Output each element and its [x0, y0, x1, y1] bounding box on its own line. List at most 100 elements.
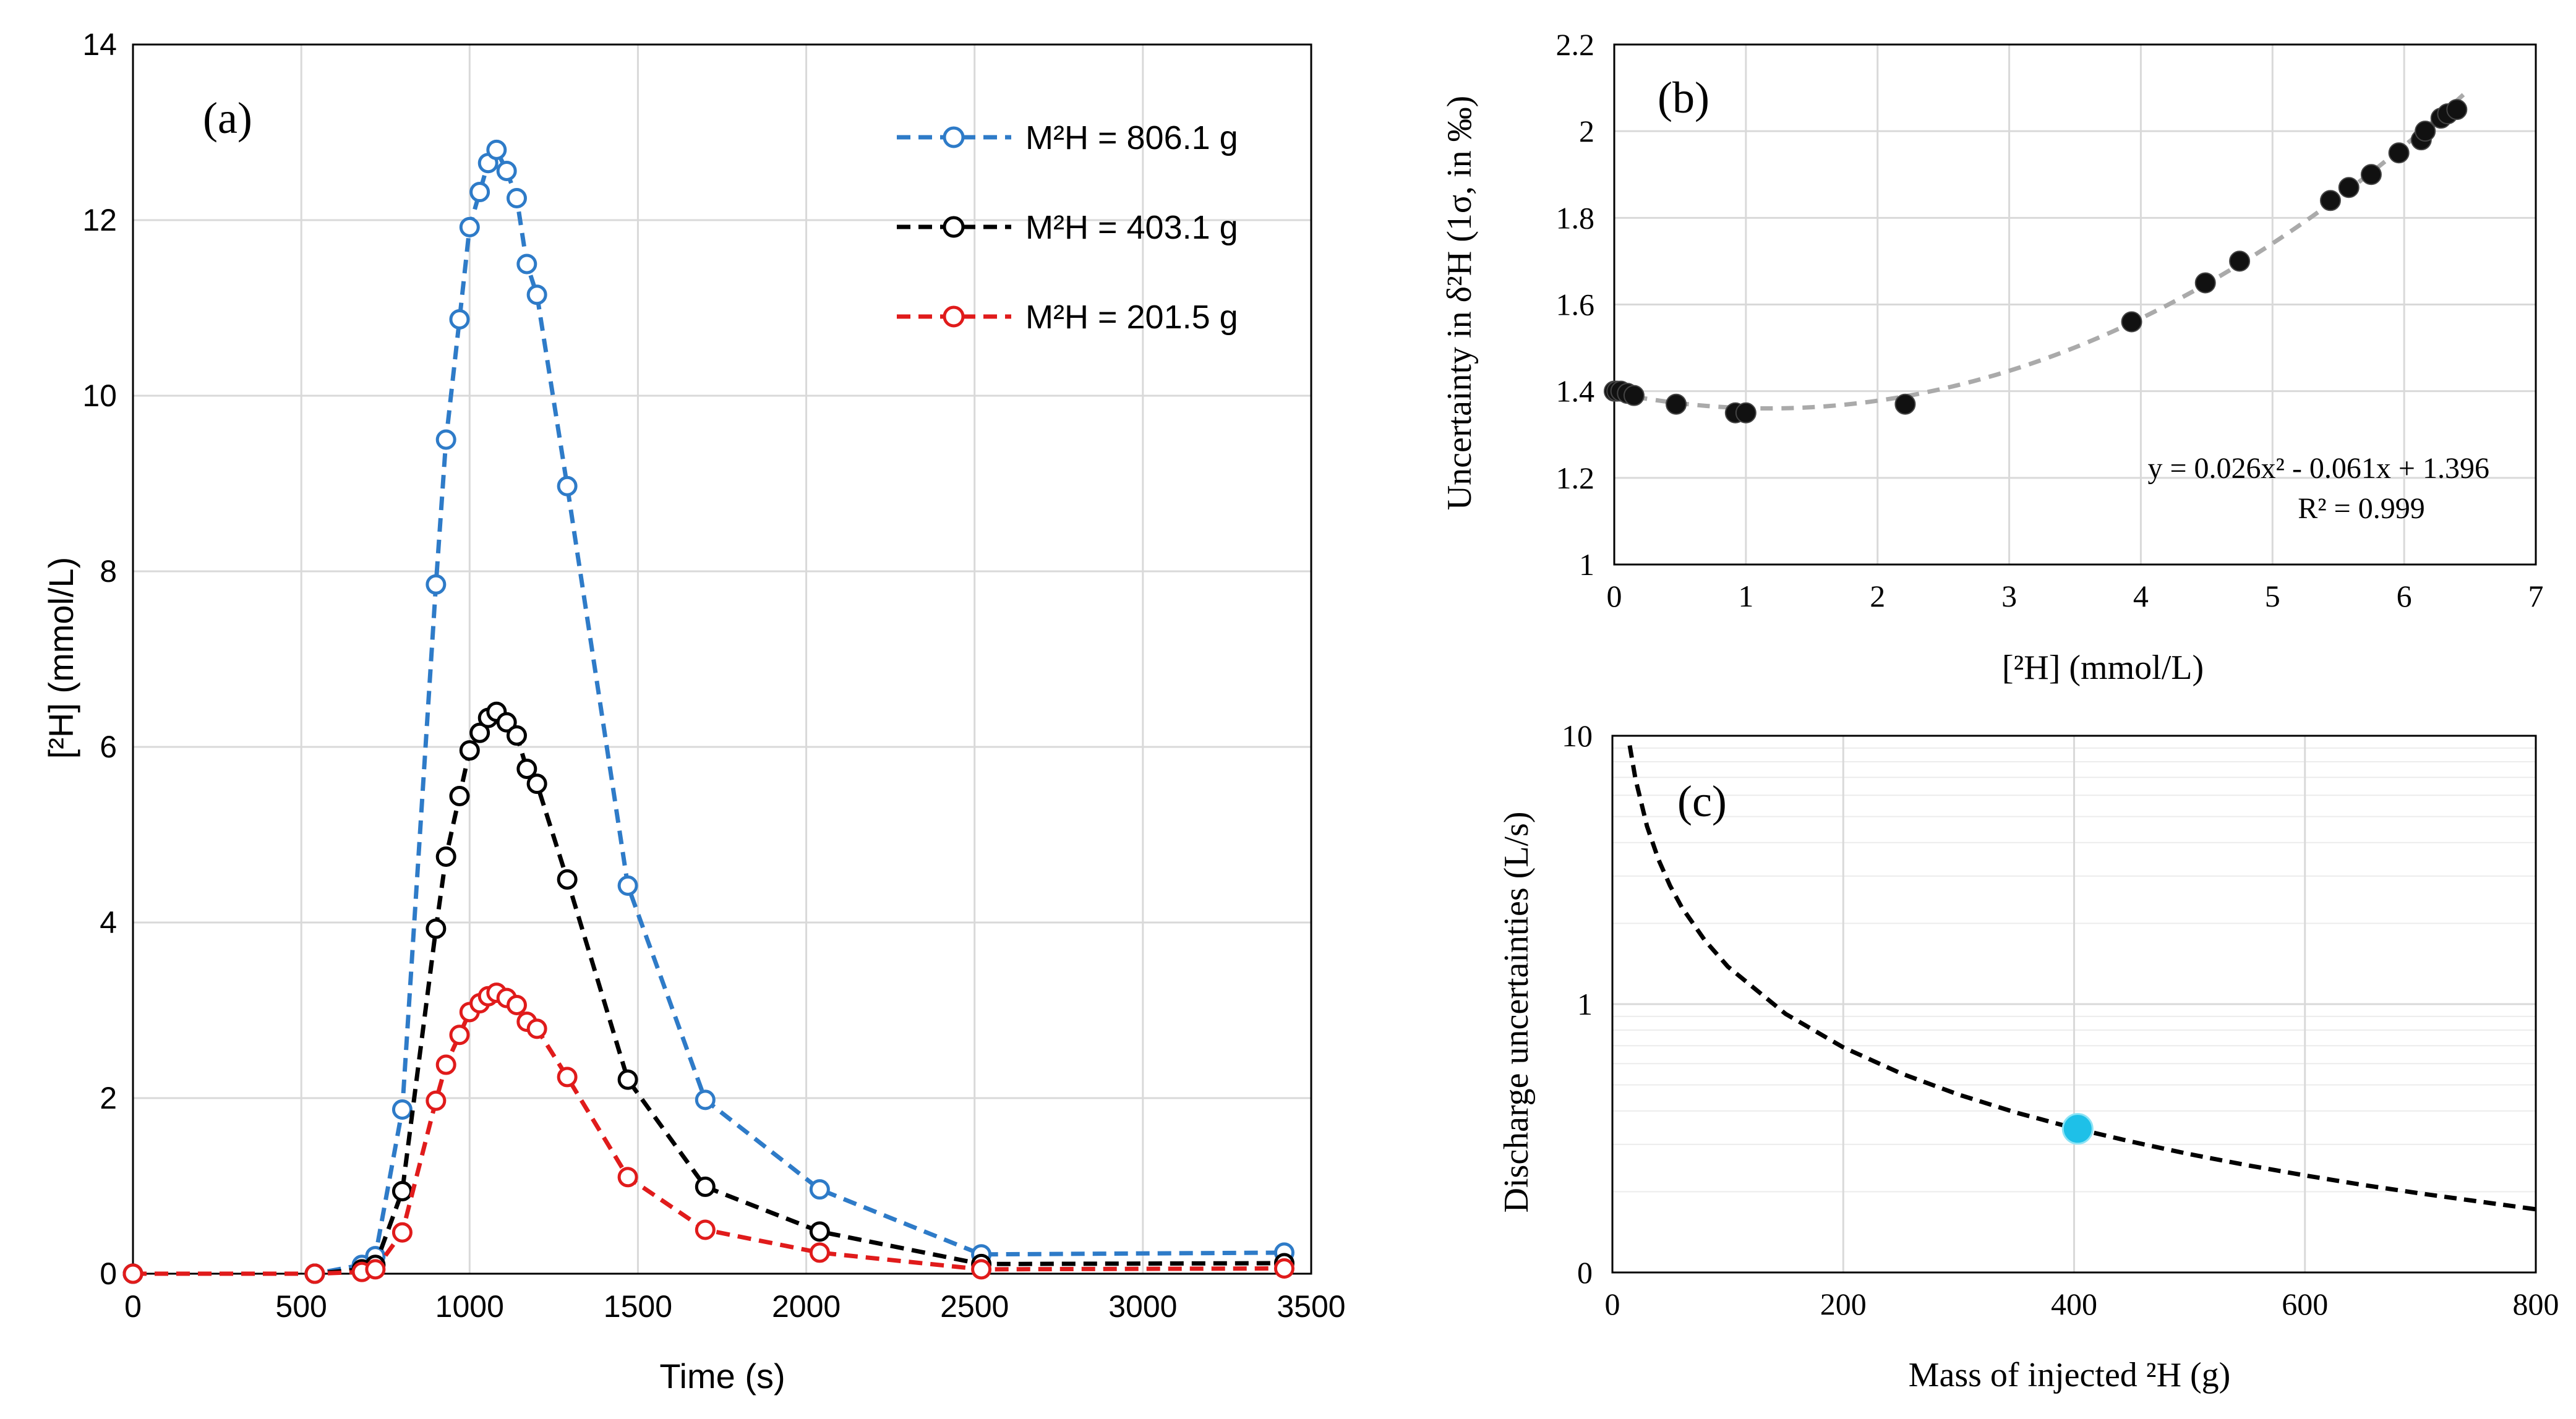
- panel-a-data-point: [809, 1242, 830, 1263]
- panel-a-legend-entry: M²H = 806.1 g: [897, 119, 1238, 156]
- panel-a-data-point: [516, 759, 537, 779]
- panel-b-tick-labels: 0 1 2 3 4 5 6 711.21.41.61.822.2: [1556, 27, 2544, 613]
- panel-c-y-axis-label: Discharge uncertainties (L/s): [1497, 812, 1536, 1213]
- panel-a-x-tick-label: 1500: [604, 1289, 672, 1324]
- panel-a-y-tick-label: 6: [100, 730, 117, 764]
- panel-b-fit-line: [1614, 93, 2465, 411]
- panel-b-label: (b): [1658, 73, 1709, 122]
- panel-a-x-tick-label: 3000: [1108, 1289, 1177, 1324]
- panel-c-x-tick-label: 400: [2051, 1287, 2097, 1321]
- panel-b-y-tick-label: 1.8: [1556, 200, 1595, 235]
- panel-a-data-point: [449, 786, 470, 807]
- panel-a-x-tick-label: 500: [275, 1289, 327, 1324]
- panel-a-data-point: [392, 1099, 413, 1120]
- panel-a-y-tick-label: 14: [82, 27, 117, 62]
- panel-a-data-point: [557, 869, 578, 890]
- legend-swatch-marker: [943, 305, 965, 328]
- panel-a-data-point: [695, 1219, 716, 1240]
- panel-b-x-tick-label: 5: [2265, 579, 2280, 613]
- panel-c-plot-frame: [1611, 735, 2537, 1274]
- panel-a-legend-entry: M²H = 201.5 g: [897, 299, 1238, 336]
- panel-c-x-tick-label: 200: [1820, 1287, 1867, 1321]
- panel-c-y-tick-label: 10: [1562, 718, 1593, 753]
- panel-b-y-tick-label: 1: [1579, 547, 1594, 582]
- panel-a-series: [122, 139, 1294, 1284]
- panel-a-x-tick-label: 2500: [940, 1289, 1009, 1324]
- panel-b-data-point: [2319, 190, 2341, 211]
- chart-panel-a: 0 500 1000 1500 2000 2500 3000 350002468101214 …: [41, 27, 1346, 1396]
- panel-a-data-point: [526, 1018, 547, 1039]
- panel-a-y-axis-label: [²H] (mmol/L): [41, 557, 80, 759]
- panel-a-plot-frame: [132, 43, 1312, 1275]
- panel-a-data-point: [365, 1259, 386, 1280]
- legend-label: M²H = 201.5 g: [1025, 299, 1238, 336]
- panel-a-x-tick-label: 2000: [772, 1289, 841, 1324]
- panel-a-data-point: [557, 475, 578, 496]
- panel-a-data-point: [459, 216, 480, 237]
- panel-c-curve: [1627, 745, 2536, 1212]
- legend-swatch-marker: [943, 216, 965, 238]
- panel-c-x-tick-label: 800: [2513, 1287, 2559, 1321]
- panel-b-axes: [1613, 43, 2537, 566]
- panel-b-data-point: [2388, 142, 2410, 164]
- panel-b-data-point: [2121, 311, 2142, 333]
- panel-b-x-tick-label: 6: [2397, 579, 2412, 613]
- panel-b-data-point: [1666, 393, 1687, 415]
- panel-a-data-point: [809, 1179, 830, 1200]
- panel-a-x-tick-label: 1000: [435, 1289, 504, 1324]
- panel-a-data-point: [435, 1054, 456, 1075]
- panel-b-fit-equation: y = 0.026x² - 0.061x + 1.396: [2147, 452, 2489, 485]
- panel-a-y-tick-label: 0: [100, 1256, 117, 1291]
- panel-a-data-point: [1273, 1258, 1294, 1279]
- panel-a-data-point: [449, 1025, 470, 1046]
- panel-a-series-3: [122, 982, 1294, 1284]
- panel-a-data-point: [617, 1069, 638, 1090]
- panel-c-x-tick-label: 600: [2282, 1287, 2328, 1321]
- panel-a-data-point: [459, 740, 480, 761]
- panel-b-data-point: [1735, 402, 1757, 424]
- panel-a-data-point: [486, 139, 507, 160]
- panel-a-data-point: [506, 188, 527, 208]
- panel-b-data-point: [1894, 393, 1916, 415]
- legend-swatch-marker: [943, 126, 965, 148]
- panel-a-x-tick-label: 0: [124, 1289, 142, 1324]
- panel-b-y-tick-label: 1.2: [1556, 461, 1595, 495]
- legend-label: M²H = 806.1 g: [1025, 119, 1238, 156]
- panel-a-data-point: [557, 1067, 578, 1088]
- panel-b-y-tick-label: 1.6: [1556, 288, 1595, 322]
- panel-a-data-point: [506, 994, 527, 1015]
- panel-a-data-point: [516, 254, 537, 275]
- panel-a-legend-entry: M²H = 403.1 g: [897, 209, 1238, 246]
- panel-a-series-2: [122, 701, 1294, 1284]
- panel-b-y-tick-label: 1.4: [1556, 374, 1595, 409]
- panel-b-y-tick-label: 2: [1579, 114, 1594, 148]
- panel-a-data-point: [435, 429, 456, 450]
- panel-a-gridlines: [132, 43, 1312, 1275]
- panel-a-x-tick-label: 3500: [1277, 1289, 1345, 1324]
- panel-a-data-point: [122, 1263, 143, 1284]
- panel-a-data-point: [809, 1221, 830, 1242]
- panel-b-data-point: [1623, 385, 1645, 406]
- panel-a-y-tick-label: 10: [82, 378, 117, 413]
- chart-panel-b: 0 1 2 3 4 5 6 711.21.41.61.822.2 (b) [²H] (mmol…: [1440, 27, 2544, 687]
- panel-c-highlight-point: [2061, 1113, 2094, 1145]
- panel-a-data-point: [526, 773, 547, 795]
- panel-a-data-point: [695, 1176, 716, 1197]
- panel-b-data-point: [2415, 121, 2436, 142]
- panel-a-y-tick-label: 4: [100, 905, 117, 940]
- panel-a-label: (a): [203, 93, 252, 143]
- panel-a-data-point: [971, 1259, 992, 1280]
- panel-b-x-tick-label: 3: [2001, 579, 2017, 613]
- panel-b-y-axis-label: Uncertainty in δ²H (1σ, in ‰): [1440, 96, 1479, 511]
- panel-a-y-tick-label: 12: [82, 203, 117, 237]
- panel-b-x-tick-label: 0: [1607, 579, 1622, 613]
- panel-c-x-axis-label: Mass of injected ²H (g): [1909, 1356, 2231, 1394]
- panel-c-gridlines: [1611, 735, 2537, 1274]
- panel-b-data-point: [2446, 99, 2468, 121]
- panel-a-legend: M²H = 806.1 g M²H = 403.1 g M²H = 201.5 g: [897, 119, 1238, 336]
- panel-a-data-point: [449, 309, 470, 330]
- panel-a-data-point: [469, 182, 490, 203]
- panel-a-data-point: [304, 1263, 325, 1284]
- panel-a-y-tick-label: 2: [100, 1081, 117, 1115]
- legend-label: M²H = 403.1 g: [1025, 209, 1238, 246]
